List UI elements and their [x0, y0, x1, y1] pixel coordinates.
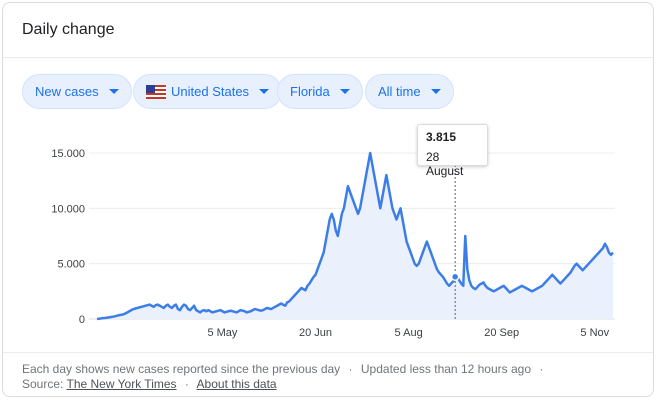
us-flag-icon	[146, 84, 166, 99]
card-title: Daily change	[22, 21, 115, 38]
caret-down-icon	[108, 89, 119, 94]
title-divider	[3, 57, 653, 58]
footer-source: Source: The New York Times · About this …	[22, 377, 277, 391]
x-tick-label: 5 Aug	[395, 327, 423, 339]
hover-point	[450, 272, 460, 282]
caret-down-icon	[430, 89, 441, 94]
cases-chart[interactable]: 0 5.000 10.000 15.000 5 May 20 Jun 5 Aug 20 Se…	[3, 113, 654, 343]
cases-area-fill	[97, 153, 613, 319]
x-tick-label: 5 May	[207, 327, 237, 339]
cases-series-line	[96, 151, 614, 321]
about-data-link[interactable]: About this data	[196, 377, 277, 391]
y-tick-label: 10.000	[51, 203, 85, 215]
period-filter-chip[interactable]: All time	[365, 74, 454, 109]
footer-description: Each day shows new cases reported since …	[22, 362, 548, 376]
tooltip-value: 3.815	[426, 130, 457, 144]
footer-separator: ·	[539, 362, 544, 376]
y-tick-label: 0	[79, 314, 85, 326]
tooltip-date: 28 August	[426, 150, 464, 178]
period-filter-label: All time	[378, 84, 421, 99]
hover-tooltip: 3.815 28 August	[417, 124, 488, 178]
y-tick-label: 15.000	[51, 148, 85, 160]
metric-filter-chip[interactable]: New cases	[22, 74, 132, 109]
daily-change-card: Daily change New cases United States Flo…	[2, 2, 654, 397]
source-label: Source:	[22, 377, 64, 391]
x-tick-label: 20 Sep	[484, 327, 519, 339]
x-tick-label: 5 Nov	[580, 327, 609, 339]
source-link[interactable]: The New York Times	[66, 377, 177, 391]
region-filter-chip[interactable]: Florida	[277, 74, 363, 109]
region-filter-label: Florida	[290, 84, 330, 99]
footer-divider	[3, 352, 653, 353]
y-tick-label: 5.000	[57, 259, 85, 271]
country-filter-label: United States	[171, 84, 250, 99]
y-axis-ticks: 0 5.000 10.000 15.000	[51, 148, 85, 326]
x-axis-ticks: 5 May 20 Jun 5 Aug 20 Sep 5 Nov	[207, 327, 609, 339]
footer-note: Each day shows new cases reported since …	[22, 362, 341, 376]
caret-down-icon	[339, 89, 350, 94]
footer-updated: Updated less than 12 hours ago	[360, 362, 531, 376]
country-filter-chip[interactable]: United States	[133, 74, 283, 109]
caret-down-icon	[259, 89, 270, 94]
footer-separator: ·	[348, 362, 353, 376]
x-tick-label: 20 Jun	[299, 327, 332, 339]
footer-separator: ·	[184, 377, 189, 391]
metric-filter-label: New cases	[35, 84, 99, 99]
